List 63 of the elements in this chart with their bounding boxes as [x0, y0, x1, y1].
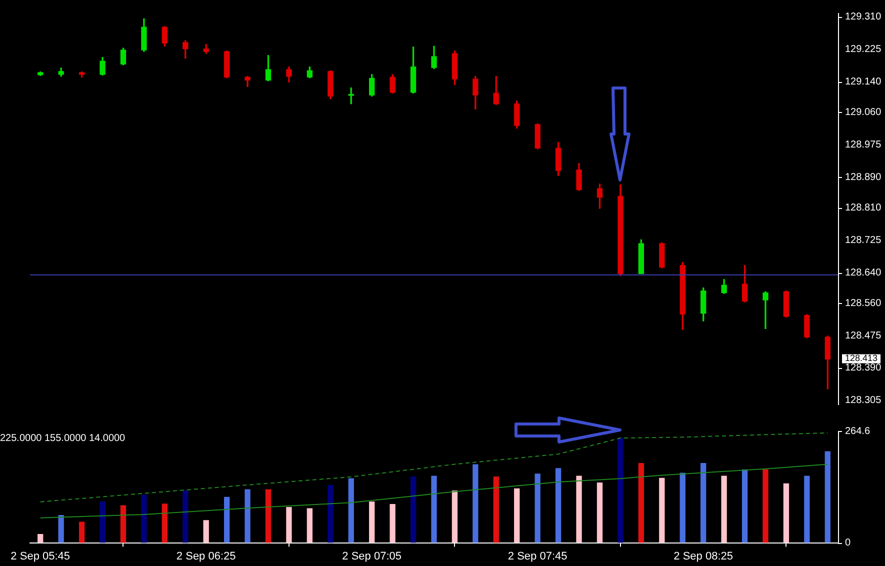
y-tick-label: 129.225	[845, 44, 882, 56]
annotation: 225.0000 155.0000 14.0000	[0, 432, 126, 444]
bar	[369, 501, 375, 543]
bar	[38, 534, 44, 543]
bar	[265, 489, 272, 543]
y-tick-label: 128.725	[845, 234, 882, 246]
bar	[431, 476, 437, 543]
y-tick-label: 128.810	[845, 202, 882, 214]
candlestick	[762, 291, 768, 329]
bar	[390, 504, 396, 543]
x-tick-label: 2 Sep 07:05	[342, 550, 402, 562]
y-tick-label: 128.890	[845, 172, 882, 183]
bar	[742, 469, 748, 543]
bar	[452, 490, 458, 543]
y-tick-label: 0	[845, 538, 851, 549]
bar	[203, 520, 209, 543]
y-tick-label: 128.390	[845, 362, 882, 374]
bar	[493, 476, 499, 543]
bar	[410, 476, 416, 543]
bar	[618, 438, 624, 543]
y-tick-label: 128.640	[845, 267, 882, 278]
y-tick-label: 128.560	[845, 298, 882, 309]
bar	[596, 482, 603, 543]
y-tick-label: 128.475	[845, 330, 882, 342]
bar	[638, 463, 644, 543]
bar	[162, 504, 168, 543]
bar	[244, 489, 250, 543]
bar	[824, 451, 830, 543]
bar	[328, 485, 334, 543]
bar	[100, 501, 106, 543]
bar	[224, 496, 230, 543]
bar	[680, 472, 686, 543]
bar	[762, 469, 768, 543]
line-series	[40, 432, 828, 502]
x-tick-label: 2 Sep 07:45	[508, 550, 568, 562]
bar	[472, 464, 478, 543]
y-tick-label: 129.060	[845, 106, 882, 118]
y-tick-label: 129.140	[845, 76, 882, 88]
bar	[659, 478, 665, 543]
bar	[58, 515, 64, 543]
bar	[804, 476, 810, 543]
bar	[306, 508, 313, 543]
x-tick-label: 2 Sep 06:25	[176, 550, 236, 562]
bar	[141, 494, 147, 543]
bar	[576, 476, 582, 543]
bar	[120, 505, 126, 543]
y-tick-label: 129.310	[845, 12, 882, 23]
bar	[783, 483, 790, 543]
x-tick-label: 2 Sep 05:45	[10, 550, 70, 562]
bar	[721, 476, 727, 543]
y-tick-label: 264.6	[845, 426, 870, 437]
x-tick-label: 2 Sep 08:25	[674, 550, 734, 562]
bar	[78, 522, 85, 543]
y-tick-label: 128.975	[845, 139, 882, 150]
bar	[286, 506, 292, 543]
bar	[555, 468, 562, 543]
bar	[348, 478, 354, 543]
bar	[182, 490, 188, 543]
text: 128.413	[845, 353, 878, 364]
bar	[700, 463, 706, 543]
y-tick-label: 128.305	[845, 395, 882, 406]
bar	[534, 474, 540, 543]
bar	[514, 488, 520, 543]
